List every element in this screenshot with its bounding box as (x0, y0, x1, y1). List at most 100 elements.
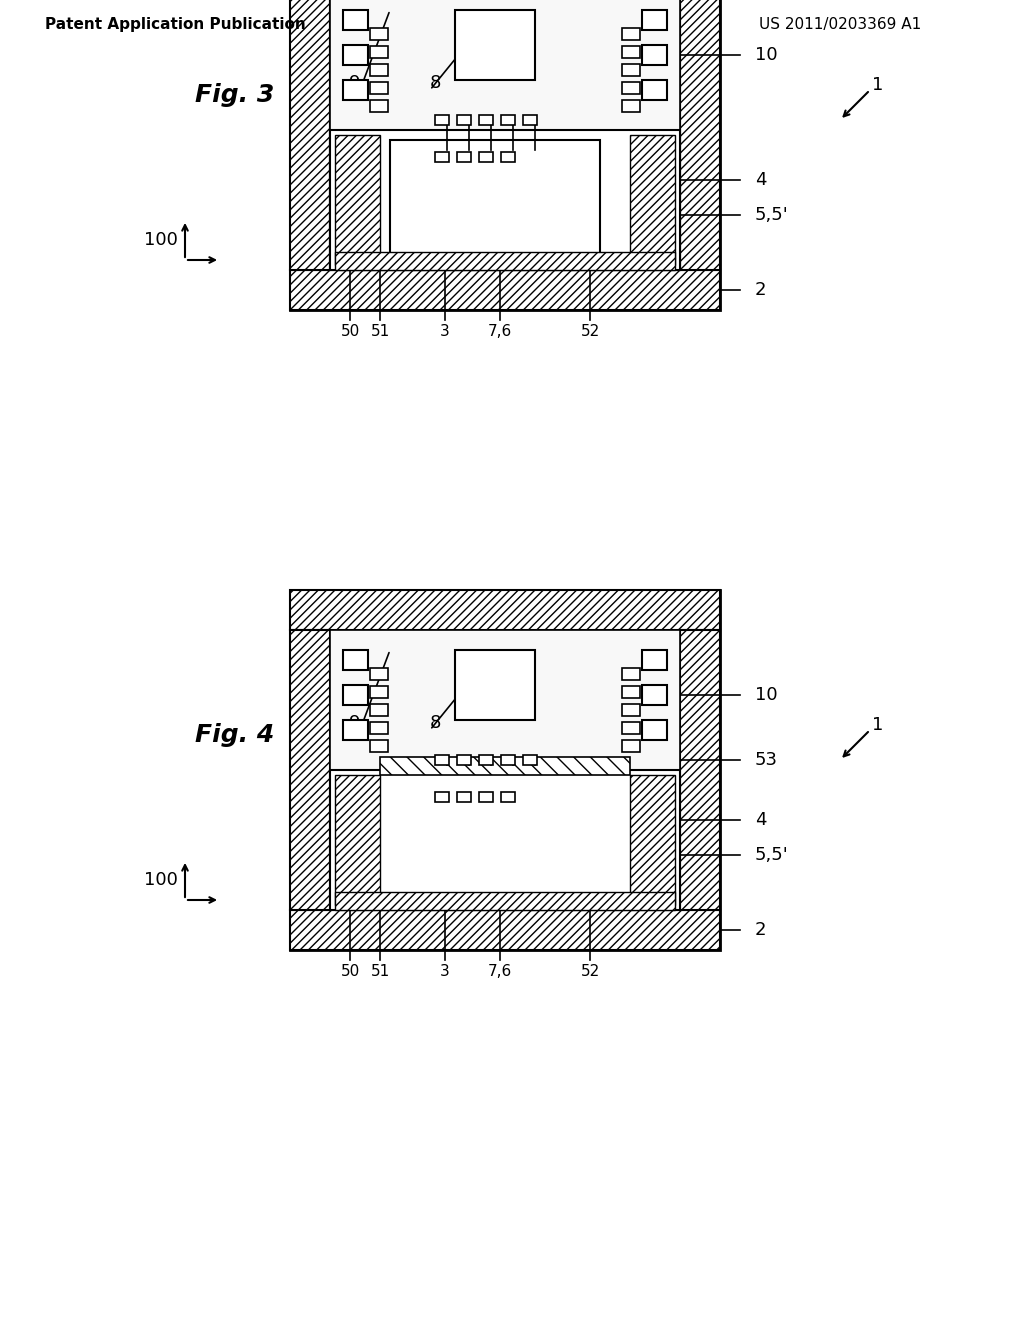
Text: 7,6: 7,6 (487, 325, 512, 339)
Text: 7,6: 7,6 (487, 965, 512, 979)
Bar (370, 46, 388, 58)
Bar (335, 252, 675, 271)
Bar (290, 630, 330, 909)
Bar (680, 0, 720, 271)
Bar (370, 722, 388, 734)
Text: 2: 2 (755, 281, 767, 300)
Text: 8: 8 (429, 74, 440, 92)
Bar (290, 909, 720, 950)
Bar (642, 45, 667, 65)
Bar (370, 28, 388, 40)
Bar (642, 649, 667, 671)
Bar (501, 115, 515, 125)
Bar (622, 63, 640, 77)
Bar (335, 775, 380, 906)
Bar (523, 755, 537, 766)
Text: 1: 1 (872, 77, 884, 94)
Bar (370, 704, 388, 715)
Bar (290, 590, 720, 950)
Text: US 2011/0203369 A1: US 2011/0203369 A1 (759, 17, 922, 33)
Bar (457, 755, 471, 766)
Text: 5,5': 5,5' (755, 846, 788, 865)
Bar (343, 11, 368, 30)
Text: 2: 2 (755, 921, 767, 939)
Bar (622, 722, 640, 734)
Text: 50: 50 (340, 325, 359, 339)
Bar (370, 82, 388, 94)
Bar (435, 792, 449, 803)
Bar (330, 129, 680, 271)
Bar (457, 792, 471, 803)
Bar (501, 755, 515, 766)
Bar (343, 45, 368, 65)
Text: Aug. 25, 2011  Sheet 2 of 6: Aug. 25, 2011 Sheet 2 of 6 (408, 17, 616, 33)
Text: 51: 51 (371, 325, 389, 339)
Text: 3: 3 (440, 325, 450, 339)
Text: 1: 1 (872, 715, 884, 734)
Bar (622, 686, 640, 698)
Text: 10: 10 (755, 46, 777, 63)
Bar (501, 152, 515, 162)
Text: Patent Application Publication: Patent Application Publication (45, 17, 305, 33)
Bar (435, 152, 449, 162)
Bar (457, 115, 471, 125)
Bar (435, 115, 449, 125)
Bar (343, 685, 368, 705)
Bar (457, 152, 471, 162)
Text: 4: 4 (755, 172, 767, 189)
Bar (390, 140, 600, 260)
Bar (435, 755, 449, 766)
Bar (330, 770, 680, 909)
Bar (622, 668, 640, 680)
Text: 5,5': 5,5' (755, 206, 788, 224)
Bar (370, 63, 388, 77)
Text: 9: 9 (349, 74, 360, 92)
Bar (479, 152, 493, 162)
Bar (630, 135, 675, 265)
Bar (479, 755, 493, 766)
Bar (680, 630, 720, 909)
Bar (290, 0, 330, 271)
Bar (335, 892, 675, 909)
Text: 10: 10 (755, 686, 777, 704)
Bar (335, 135, 380, 265)
Bar (523, 115, 537, 125)
Text: Fig. 3: Fig. 3 (195, 83, 274, 107)
Bar (370, 741, 388, 752)
Bar (642, 719, 667, 741)
Bar (630, 775, 675, 906)
Bar (290, 0, 720, 310)
Bar (380, 756, 630, 775)
Bar (622, 741, 640, 752)
Text: 51: 51 (371, 965, 389, 979)
Bar (622, 100, 640, 112)
Bar (330, 630, 680, 770)
Text: 100: 100 (144, 231, 178, 249)
Text: 100: 100 (144, 871, 178, 888)
Text: 9: 9 (349, 714, 360, 733)
Bar (370, 668, 388, 680)
Text: Fig. 4: Fig. 4 (195, 723, 274, 747)
Text: 3: 3 (440, 965, 450, 979)
Bar (290, 271, 720, 310)
Bar (455, 649, 535, 719)
Bar (343, 649, 368, 671)
Text: 50: 50 (340, 965, 359, 979)
Text: 4: 4 (755, 810, 767, 829)
Bar (343, 81, 368, 100)
Text: 8: 8 (429, 714, 440, 733)
Bar (330, 0, 680, 271)
Text: 52: 52 (581, 965, 600, 979)
Bar (642, 685, 667, 705)
Bar (290, 590, 720, 630)
Bar (479, 115, 493, 125)
Bar (642, 11, 667, 30)
Bar (479, 792, 493, 803)
Text: 52: 52 (581, 325, 600, 339)
Bar (642, 81, 667, 100)
Bar (455, 11, 535, 81)
Bar (622, 28, 640, 40)
Bar (622, 704, 640, 715)
Bar (370, 100, 388, 112)
Text: 53: 53 (755, 751, 778, 770)
